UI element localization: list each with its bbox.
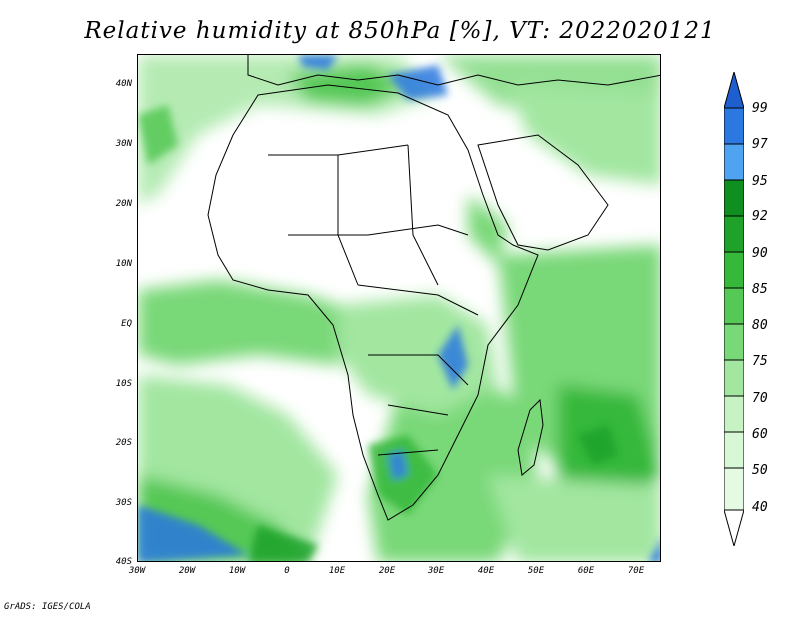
lat-label-40s: 40S [115, 557, 132, 567]
lon-label-60e: 60E [577, 566, 595, 576]
colorbar-segment-60-70 [724, 395, 744, 433]
colorbar-segment-90-92 [724, 215, 744, 253]
humidity-map [137, 54, 661, 562]
footer-credit: GrADS: IGES/COLA [4, 602, 91, 612]
colorbar-segment-85-90 [724, 251, 744, 289]
colorbar-label-95: 95 [752, 174, 768, 189]
colorbar-label-80: 80 [752, 318, 768, 333]
lon-label-20e: 20E [378, 566, 396, 576]
colorbar-label-90: 90 [752, 246, 768, 261]
colorbar-bottom-arrow [724, 509, 744, 546]
colorbar-segment-97-99 [724, 107, 744, 145]
colorbar-label-60: 60 [752, 427, 768, 442]
lon-label-10e: 10E [328, 566, 346, 576]
lat-label-10n: 10N [115, 259, 132, 269]
lat-label-10s: 10S [115, 379, 132, 389]
lat-label-20s: 20S [115, 438, 132, 448]
lat-label-20n: 20N [115, 199, 132, 209]
lon-label-40e: 40E [477, 566, 495, 576]
coastlines [207, 55, 660, 521]
lon-label-50e: 50E [527, 566, 545, 576]
lat-label-30n: 30N [115, 139, 132, 149]
colorbar-label-75: 75 [752, 354, 768, 369]
colorbar-label-92: 92 [752, 209, 768, 224]
lon-label-10w: 10W [228, 566, 246, 576]
colorbar-segment-40-50 [724, 467, 744, 511]
colorbar-label-99: 99 [752, 101, 768, 116]
lon-label-30e: 30E [427, 566, 445, 576]
humidity-detail [138, 55, 660, 561]
colorbar [724, 72, 744, 546]
colorbar-segment-70-75 [724, 359, 744, 397]
lat-label-40n: 40N [115, 79, 132, 89]
colorbar-segment-75-80 [724, 323, 744, 361]
colorbar-label-50: 50 [752, 463, 768, 478]
map-title: Relative humidity at 850hPa [%], VT: 202… [84, 18, 716, 44]
lat-label-30s: 30S [115, 498, 132, 508]
lat-label-eq: EQ [121, 319, 132, 329]
map-canvas [138, 55, 660, 561]
lon-label-20w: 20W [178, 566, 196, 576]
colorbar-segment-80-85 [724, 287, 744, 325]
lon-label-70e: 70E [627, 566, 645, 576]
colorbar-segment-50-60 [724, 431, 744, 469]
colorbar-label-40: 40 [752, 500, 768, 515]
colorbar-label-85: 85 [752, 282, 768, 297]
colorbar-top-arrow [724, 72, 744, 109]
colorbar-segment-92-95 [724, 179, 744, 217]
colorbar-label-70: 70 [752, 391, 768, 406]
lon-label-30w: 30W [128, 566, 146, 576]
colorbar-label-97: 97 [752, 137, 768, 152]
lon-label-0: 0 [284, 566, 290, 576]
colorbar-segment-95-97 [724, 143, 744, 181]
